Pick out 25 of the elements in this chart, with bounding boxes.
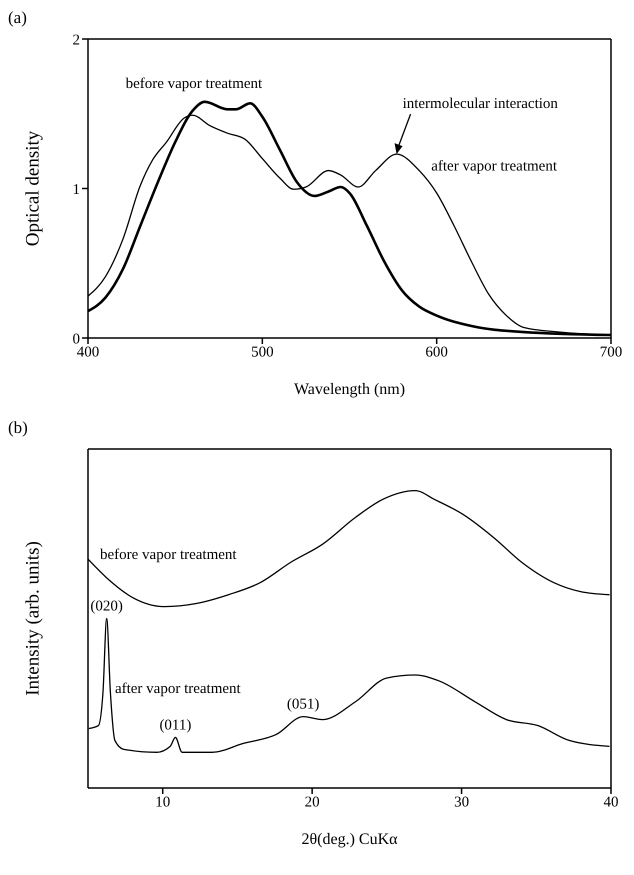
x-tick-label: 10 [155, 794, 170, 811]
annotation: (020) [90, 598, 123, 614]
y-tick-label: 1 [72, 182, 80, 198]
annotation: intermolecular interaction [402, 96, 558, 112]
series-label: after vapor treatment [114, 680, 242, 697]
annotation: (051) [286, 696, 320, 713]
x-axis-title: Wavelength (nm) [294, 381, 406, 398]
series-label: before vapor treatment [100, 547, 238, 564]
y-tick-label: 0 [72, 331, 80, 348]
x-tick-label: 40 [604, 794, 618, 811]
series-label: before vapor treatment [126, 76, 264, 92]
x-tick-label: 600 [425, 344, 448, 361]
x-axis-title: 2θ(deg.) CuKα [301, 831, 398, 848]
x-tick-label: 700 [600, 344, 622, 361]
annotation: (011) [159, 717, 192, 734]
y-axis-title: Optical density [22, 130, 44, 246]
y-axis-title: Intensity (arb. units) [22, 541, 44, 696]
y-tick-label: 2 [72, 32, 80, 48]
x-tick-label: 400 [76, 344, 100, 361]
x-tick-label: 30 [454, 794, 470, 811]
series-label: after vapor treatment [431, 158, 558, 175]
chart-title: (b) [8, 418, 29, 438]
chart-title: (a) [8, 8, 28, 28]
x-tick-label: 20 [304, 794, 320, 811]
x-tick-label: 500 [251, 344, 274, 361]
